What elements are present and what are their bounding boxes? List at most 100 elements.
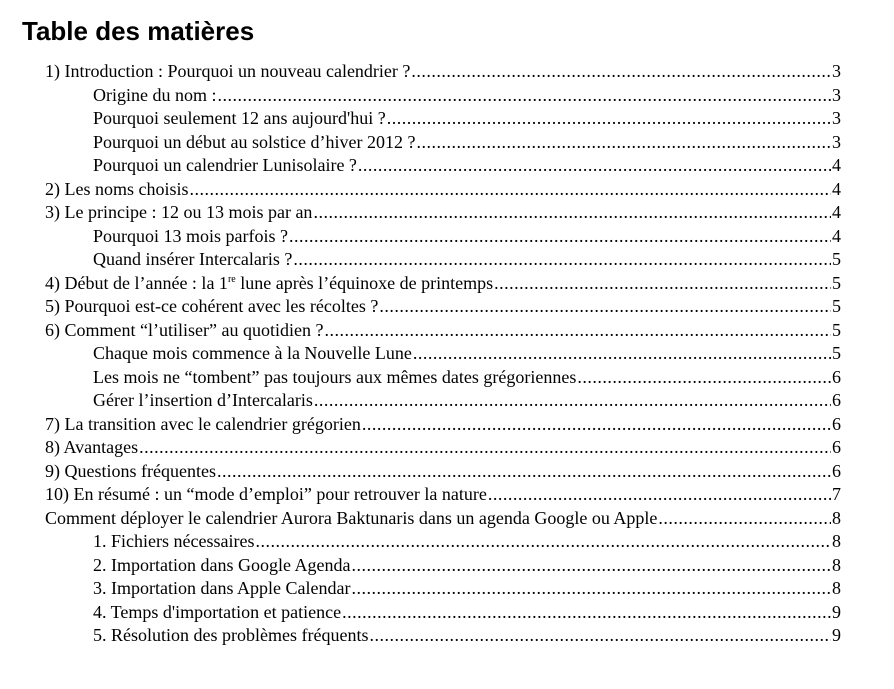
toc-entry-title: Comment déployer le calendrier Aurora Ba…	[45, 507, 658, 528]
toc-entry-title: 8) Avantages	[45, 437, 139, 457]
toc-entry[interactable]: Origine du nom : 3	[0, 84, 894, 108]
toc-page-number: 3	[832, 108, 841, 128]
dot-leader	[190, 178, 832, 202]
dot-leader	[369, 624, 831, 648]
dot-leader	[255, 530, 831, 554]
toc-page-number: 7	[832, 484, 841, 504]
toc-entry[interactable]: 3) Le principe : 12 ou 13 mois par an 4	[0, 201, 894, 225]
dot-leader	[289, 225, 831, 249]
toc-entry[interactable]: Pourquoi un calendrier Lunisolaire ? 4	[0, 154, 894, 178]
dot-leader	[577, 366, 831, 390]
dot-leader	[313, 201, 831, 225]
toc-entry[interactable]: 1. Fichiers nécessaires 8	[0, 530, 894, 554]
dot-leader	[351, 554, 831, 578]
toc-entry-title: 2) Les noms choisis	[45, 178, 189, 199]
toc-entry[interactable]: Chaque mois commence à la Nouvelle Lune 5	[0, 342, 894, 366]
toc-title: Table des matières	[22, 16, 255, 46]
toc-entry-title: Origine du nom :	[93, 84, 217, 105]
toc-entry-title: 5) Pourquoi est-ce cohérent avec les réc…	[45, 296, 379, 316]
toc-page-number: 6	[832, 437, 841, 457]
dot-leader	[351, 577, 831, 601]
dot-leader	[658, 507, 831, 531]
dot-leader	[494, 272, 831, 296]
dot-leader	[358, 154, 831, 178]
toc-page-number: 5	[832, 272, 841, 293]
toc-entry[interactable]: 5) Pourquoi est-ce cohérent avec les réc…	[0, 295, 894, 319]
toc-entry-title: 4. Temps d'importation et patience	[93, 601, 342, 622]
toc-page-number: 8	[832, 578, 841, 598]
toc-entry-title: Pourquoi un calendrier Lunisolaire ?	[93, 155, 357, 175]
toc-entry[interactable]: 8) Avantages 6	[0, 436, 894, 460]
dot-leader	[217, 460, 831, 484]
toc-page-number: 6	[832, 390, 841, 410]
dot-leader	[379, 295, 831, 319]
dot-leader	[488, 483, 831, 507]
dot-leader	[324, 319, 831, 343]
toc-entry-title: Chaque mois commence à la Nouvelle Lune	[93, 343, 412, 363]
toc-entry[interactable]: 4) Début de l’année : la 1re lune après …	[0, 272, 894, 296]
toc-entry-title: 3) Le principe : 12 ou 13 mois par an	[45, 202, 313, 222]
toc-entry[interactable]: 2) Les noms choisis 4	[0, 178, 894, 202]
toc-entry-title: Quand insérer Intercalaris ?	[93, 249, 293, 269]
toc-page-number: 6	[832, 366, 841, 387]
toc-entry[interactable]: 9) Questions fréquentes 6	[0, 460, 894, 484]
toc-entry[interactable]: 4. Temps d'importation et patience 9	[0, 601, 894, 625]
toc-entry-title: Pourquoi un début au solstice d’hiver 20…	[93, 131, 416, 152]
dot-leader	[411, 60, 831, 84]
toc-page-number: 4	[832, 225, 841, 246]
toc-entry[interactable]: 7) La transition avec le calendrier grég…	[0, 413, 894, 437]
toc-entry-title: 5. Résolution des problèmes fréquents	[93, 625, 369, 645]
toc-entry[interactable]: 6) Comment “l’utiliser” au quotidien ? 5	[0, 319, 894, 343]
toc-entry[interactable]: Pourquoi 13 mois parfois ? 4	[0, 225, 894, 249]
toc-page-number: 4	[832, 202, 841, 222]
dot-leader	[362, 413, 831, 437]
toc-page-number: 5	[832, 343, 841, 363]
toc-page-number: 9	[832, 625, 841, 645]
table-of-contents: 1) Introduction : Pourquoi un nouveau ca…	[0, 60, 894, 648]
toc-page-number: 3	[832, 61, 841, 81]
dot-leader	[387, 107, 831, 131]
toc-entry-title: Pourquoi seulement 12 ans aujourd'hui ?	[93, 108, 386, 128]
toc-page-number: 8	[832, 554, 841, 575]
toc-page-number: 8	[832, 531, 841, 551]
toc-entry[interactable]: 3. Importation dans Apple Calendar 8	[0, 577, 894, 601]
toc-entry[interactable]: Pourquoi un début au solstice d’hiver 20…	[0, 131, 894, 155]
toc-entry[interactable]: 5. Résolution des problèmes fréquents 9	[0, 624, 894, 648]
toc-page-number: 3	[832, 84, 841, 105]
toc-entry[interactable]: Comment déployer le calendrier Aurora Ba…	[0, 507, 894, 531]
toc-entry[interactable]: Pourquoi seulement 12 ans aujourd'hui ? 3	[0, 107, 894, 131]
toc-page-number: 4	[832, 155, 841, 175]
toc-entry[interactable]: Quand insérer Intercalaris ? 5	[0, 248, 894, 272]
toc-entry-title: Gérer l’insertion d’Intercalaris	[93, 390, 313, 410]
toc-entry-title: 2. Importation dans Google Agenda	[93, 554, 351, 575]
toc-entry-title: 1. Fichiers nécessaires	[93, 531, 255, 551]
toc-entry-title: 1) Introduction : Pourquoi un nouveau ca…	[45, 61, 411, 81]
toc-page-number: 5	[832, 249, 841, 269]
dot-leader	[293, 248, 831, 272]
toc-entry[interactable]: Les mois ne “tombent” pas toujours aux m…	[0, 366, 894, 390]
toc-page-number: 8	[832, 507, 841, 528]
toc-page-number: 5	[832, 296, 841, 316]
toc-entry-title: 3. Importation dans Apple Calendar	[93, 578, 351, 598]
toc-page-number: 6	[832, 460, 841, 481]
dot-leader	[314, 389, 831, 413]
dot-leader	[218, 84, 832, 108]
dot-leader	[416, 131, 831, 155]
toc-page-number: 6	[832, 413, 841, 434]
dot-leader	[139, 436, 831, 460]
toc-page-number: 4	[832, 178, 841, 199]
toc-entry-title: Les mois ne “tombent” pas toujours aux m…	[93, 366, 577, 387]
dot-leader	[413, 342, 831, 366]
toc-entry[interactable]: 10) En résumé : un “mode d’emploi” pour …	[0, 483, 894, 507]
dot-leader	[342, 601, 831, 625]
toc-entry-title: 6) Comment “l’utiliser” au quotidien ?	[45, 319, 324, 340]
toc-page-number: 3	[832, 131, 841, 152]
toc-entry-title: Pourquoi 13 mois parfois ?	[93, 225, 288, 246]
toc-entry-title: 10) En résumé : un “mode d’emploi” pour …	[45, 484, 487, 504]
toc-entry[interactable]: 2. Importation dans Google Agenda 8	[0, 554, 894, 578]
toc-entry-title: 9) Questions fréquentes	[45, 460, 216, 481]
toc-entry[interactable]: Gérer l’insertion d’Intercalaris 6	[0, 389, 894, 413]
toc-entry[interactable]: 1) Introduction : Pourquoi un nouveau ca…	[0, 60, 894, 84]
toc-entry-title: 4) Début de l’année : la 1re lune après …	[45, 272, 494, 293]
toc-page-number: 9	[832, 601, 841, 622]
